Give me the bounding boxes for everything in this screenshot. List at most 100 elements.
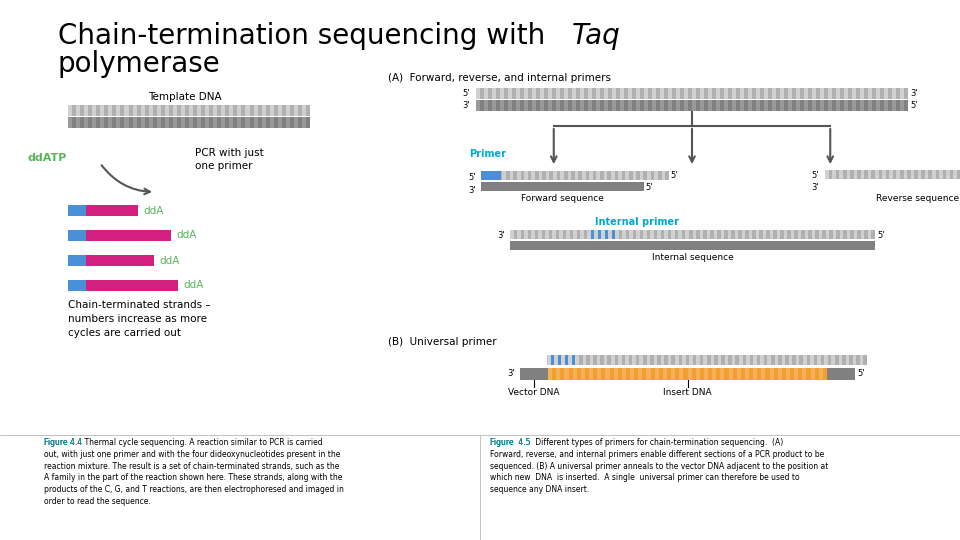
Bar: [108, 117, 112, 128]
Text: 3': 3': [910, 89, 918, 98]
Bar: [804, 230, 808, 239]
Bar: [732, 100, 736, 111]
Bar: [189, 105, 193, 116]
Bar: [481, 171, 669, 180]
Bar: [556, 368, 561, 380]
Bar: [713, 230, 717, 239]
Bar: [566, 230, 569, 239]
Bar: [564, 88, 568, 99]
Bar: [636, 88, 640, 99]
Bar: [660, 100, 664, 111]
Bar: [76, 117, 80, 128]
Bar: [812, 100, 816, 111]
Bar: [708, 100, 712, 111]
Bar: [844, 100, 848, 111]
Text: Template DNA: Template DNA: [148, 92, 222, 102]
Bar: [76, 105, 80, 116]
Bar: [539, 171, 542, 180]
Text: ddA: ddA: [159, 255, 180, 266]
Text: 5': 5': [857, 369, 865, 379]
Bar: [812, 88, 816, 99]
Bar: [679, 230, 682, 239]
Bar: [596, 100, 600, 111]
Bar: [712, 368, 716, 380]
Bar: [826, 230, 829, 239]
Bar: [680, 368, 684, 380]
Bar: [652, 88, 656, 99]
Bar: [692, 88, 696, 99]
Text: ddA: ddA: [183, 280, 204, 291]
Bar: [647, 171, 651, 180]
Bar: [817, 355, 821, 365]
Bar: [707, 230, 710, 239]
Bar: [732, 88, 736, 99]
Text: 3': 3': [463, 100, 470, 110]
Bar: [826, 170, 828, 179]
Bar: [484, 100, 488, 111]
Bar: [545, 230, 548, 239]
Bar: [302, 117, 306, 128]
Bar: [764, 88, 768, 99]
Bar: [205, 117, 209, 128]
Text: Chain-terminated strands –
numbers increase as more
cycles are carried out: Chain-terminated strands – numbers incre…: [68, 300, 210, 338]
Bar: [86, 230, 171, 241]
Bar: [516, 100, 520, 111]
Bar: [221, 117, 226, 128]
Bar: [531, 230, 535, 239]
Bar: [100, 117, 105, 128]
Bar: [740, 100, 744, 111]
Bar: [754, 368, 757, 380]
Bar: [658, 230, 660, 239]
Bar: [601, 230, 605, 239]
Bar: [633, 171, 636, 180]
Bar: [213, 117, 217, 128]
Bar: [860, 355, 863, 365]
Bar: [180, 117, 185, 128]
Bar: [495, 171, 499, 180]
Bar: [612, 100, 616, 111]
Bar: [796, 355, 800, 365]
Text: Taq: Taq: [572, 22, 621, 50]
Bar: [836, 88, 840, 99]
Bar: [812, 230, 815, 239]
Bar: [655, 368, 659, 380]
Bar: [481, 171, 501, 180]
Bar: [638, 368, 642, 380]
Bar: [108, 105, 112, 116]
Bar: [596, 88, 600, 99]
Bar: [132, 105, 136, 116]
Bar: [476, 100, 908, 111]
Bar: [770, 230, 773, 239]
Bar: [516, 88, 520, 99]
Bar: [716, 100, 720, 111]
Bar: [868, 170, 872, 179]
Text: PCR with just
one primer: PCR with just one primer: [195, 148, 264, 171]
Bar: [524, 88, 528, 99]
Bar: [481, 182, 644, 191]
Bar: [547, 355, 867, 365]
Bar: [492, 88, 496, 99]
Bar: [853, 170, 857, 179]
Bar: [884, 88, 888, 99]
Bar: [844, 88, 848, 99]
Bar: [125, 117, 129, 128]
Bar: [663, 368, 667, 380]
Text: Vector DNA: Vector DNA: [508, 388, 560, 397]
Bar: [488, 171, 492, 180]
Bar: [924, 170, 928, 179]
Bar: [612, 88, 616, 99]
Bar: [770, 368, 774, 380]
Text: 5': 5': [463, 89, 470, 98]
Bar: [932, 170, 936, 179]
Bar: [116, 105, 120, 116]
Bar: [788, 100, 792, 111]
Bar: [692, 230, 696, 239]
Bar: [622, 368, 626, 380]
Bar: [639, 355, 643, 365]
Text: Figure 4.4: Figure 4.4: [44, 438, 83, 447]
Bar: [825, 355, 828, 365]
Text: 3': 3': [497, 231, 505, 240]
Text: Forward sequence: Forward sequence: [521, 194, 604, 203]
Bar: [762, 230, 766, 239]
Bar: [775, 355, 779, 365]
